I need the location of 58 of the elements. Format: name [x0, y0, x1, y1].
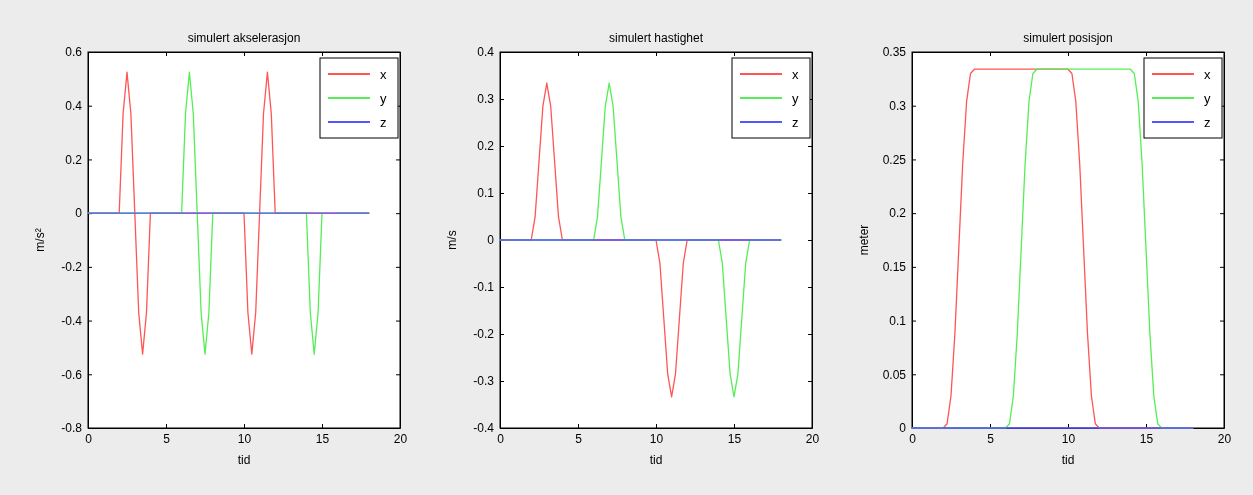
x-axis-title: tid [649, 453, 663, 467]
x-tick-label: 10 [649, 431, 664, 446]
y-tick-label: 0.1 [477, 186, 495, 201]
y-tick-label: 0.4 [65, 99, 83, 114]
x-tick-label: 0 [909, 431, 917, 446]
y-tick-label: 0.35 [882, 45, 907, 60]
y-tick-label: 0.05 [882, 367, 907, 382]
x-tick-label: 0 [497, 431, 505, 446]
y-tick-label: 0.15 [882, 260, 907, 275]
legend-label: z [380, 115, 387, 130]
y-tick-label: -0.6 [61, 367, 83, 382]
x-tick-label: 20 [805, 431, 820, 446]
y-tick-label: 0.1 [889, 313, 907, 328]
y-tick-label: 0 [487, 233, 495, 248]
y-tick-label: 0 [899, 421, 907, 436]
chart-title: simulert posisjon [1023, 31, 1113, 45]
legend-label: z [1204, 115, 1211, 130]
y-tick-label: 0.2 [477, 139, 495, 154]
y-tick-label: -0.2 [473, 327, 495, 342]
chart-title: simulert hastighet [608, 31, 704, 45]
x-tick-label: 15 [727, 431, 742, 446]
y-tick-label: 0.25 [882, 152, 907, 167]
x-axis-title: tid [237, 453, 251, 467]
x-tick-label: 15 [1139, 431, 1154, 446]
x-tick-label: 20 [1217, 431, 1232, 446]
y-tick-label: -0.2 [61, 260, 83, 275]
y-tick-label: 0 [75, 206, 83, 221]
x-tick-label: 5 [163, 431, 171, 446]
y-tick-label: -0.8 [61, 421, 83, 436]
y-tick-label: 0.2 [65, 152, 83, 167]
legend-label: z [792, 115, 799, 130]
x-tick-label: 10 [1061, 431, 1076, 446]
y-tick-label: -0.4 [61, 313, 83, 328]
y-axis-title: meter [857, 224, 871, 256]
y-axis-title: m/s² [33, 228, 47, 252]
x-tick-label: 15 [315, 431, 330, 446]
legend-label: y [792, 91, 799, 106]
y-tick-label: -0.3 [473, 374, 495, 389]
y-tick-label: 0.6 [65, 45, 83, 60]
x-tick-label: 10 [237, 431, 252, 446]
y-tick-label: 0.3 [889, 99, 907, 114]
y-tick-label: 0.2 [889, 206, 907, 221]
y-tick-label: 0.4 [477, 45, 495, 60]
y-axis-title: m/s [445, 230, 459, 250]
x-tick-label: 20 [393, 431, 408, 446]
x-tick-label: 0 [85, 431, 93, 446]
legend-label: x [792, 67, 799, 82]
chart-title: simulert akselerasjon [187, 31, 301, 45]
legend-label: x [380, 67, 387, 82]
y-tick-label: 0.3 [477, 92, 495, 107]
legend-label: y [1204, 91, 1211, 106]
legend-label: x [1204, 67, 1211, 82]
y-tick-label: -0.1 [473, 280, 495, 295]
y-tick-label: -0.4 [473, 421, 495, 436]
x-tick-label: 5 [575, 431, 583, 446]
x-axis-title: tid [1061, 453, 1075, 467]
x-tick-label: 5 [987, 431, 995, 446]
legend-label: y [380, 91, 387, 106]
